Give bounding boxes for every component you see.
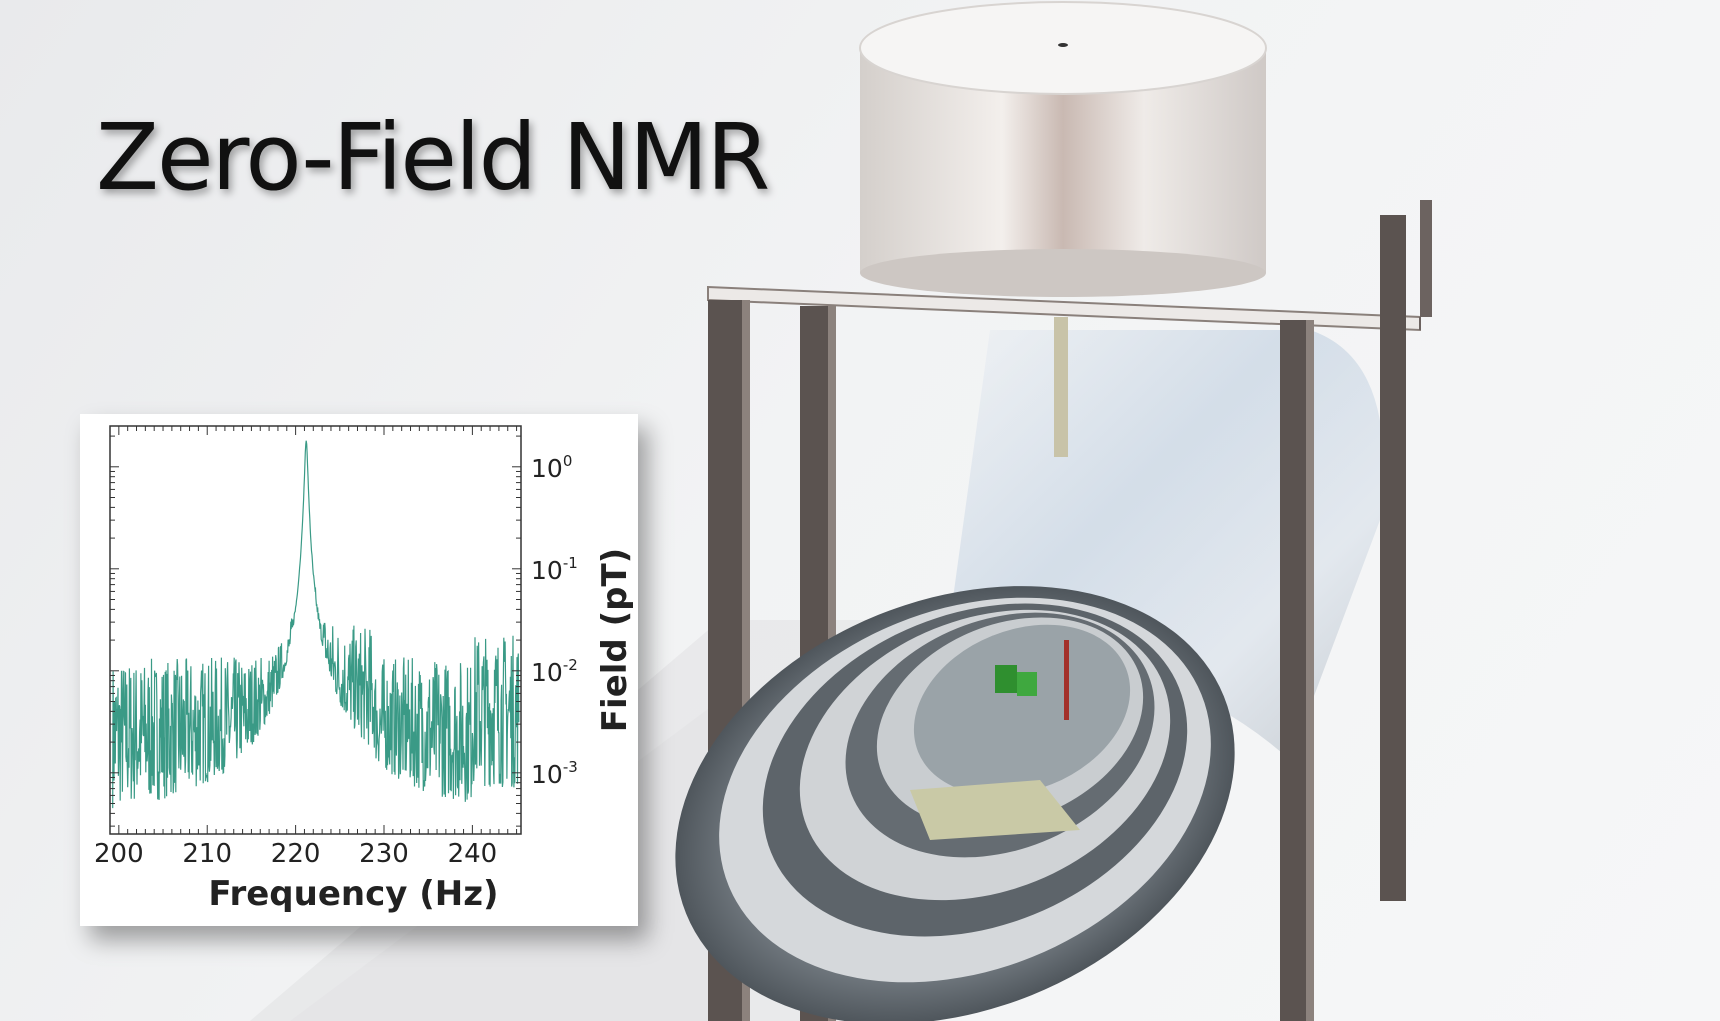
sample-assembly xyxy=(910,640,1080,840)
plot-frame xyxy=(109,425,522,835)
x-tick-label: 240 xyxy=(448,839,498,869)
lid-cylinder xyxy=(859,1,1267,297)
shield-tube xyxy=(950,317,1384,760)
spectrum-chart-panel: 200 210 220 230 240 100 10-1 10-2 10-3 Frequency … xyxy=(80,414,638,926)
x-tick-label: 220 xyxy=(271,839,321,869)
x-tick-label: 210 xyxy=(182,839,232,869)
y-axis-label: Field (pT) xyxy=(595,548,635,732)
magnetic-shield-illustration xyxy=(675,1,1432,1021)
y-tick-label: 10-2 xyxy=(531,656,578,687)
x-tick-label: 200 xyxy=(94,839,144,869)
spectrum-series-line xyxy=(112,440,520,809)
x-tick-label: 230 xyxy=(359,839,409,869)
spectrum-chart: 200 210 220 230 240 100 10-1 10-2 10-3 Frequency … xyxy=(94,425,635,914)
y-tick-label: 100 xyxy=(531,452,572,483)
frame-top-plate xyxy=(707,285,1421,332)
slide-title: Zero-Field NMR xyxy=(96,104,770,211)
y-tick-label: 10-3 xyxy=(531,758,578,789)
x-axis-label: Frequency (Hz) xyxy=(208,874,498,914)
y-tick-label: 10-1 xyxy=(531,554,578,585)
